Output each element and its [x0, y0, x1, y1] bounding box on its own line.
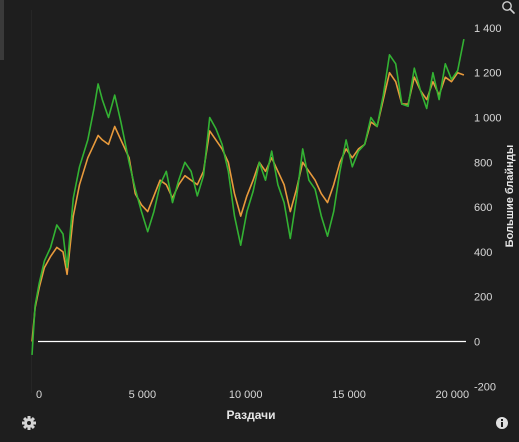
x-tick-label: 10 000 [229, 389, 263, 401]
gear-icon[interactable] [21, 415, 37, 431]
y-tick-label: 400 [474, 247, 492, 259]
plot-background [32, 10, 466, 393]
y-tick-label: 1 000 [474, 113, 502, 125]
x-tick-labels: 0 5 000 10 000 15 000 20 000 [36, 389, 469, 401]
x-tick-label: 20 000 [436, 389, 470, 401]
y-tick-label: 0 [474, 336, 480, 348]
x-tick-label: 5 000 [129, 389, 157, 401]
series-layer [31, 38, 466, 355]
y-tick-label: 1 400 [474, 23, 502, 35]
y-tick-label: 200 [474, 292, 492, 304]
x-axis-label: Раздачи [227, 408, 276, 422]
plot-area [32, 10, 466, 393]
x-tick-label: 15 000 [332, 389, 366, 401]
y-tick-label: -200 [474, 381, 496, 393]
series-line-1 [31, 71, 465, 342]
y-tick-label: 600 [474, 202, 492, 214]
zoom-icon[interactable] [500, 0, 516, 16]
y-tick-label: 800 [474, 157, 492, 169]
y-tick-label: 1 200 [474, 68, 502, 80]
y-tick-labels: -200 0 200 400 600 800 1 000 1 200 1 400 [474, 23, 502, 393]
panel-edge [0, 0, 4, 60]
series-line-0 [31, 38, 465, 355]
x-tick-label: 0 [36, 389, 42, 401]
info-icon[interactable] [495, 416, 509, 430]
y-axis-label: Большие блайнды [504, 145, 516, 248]
